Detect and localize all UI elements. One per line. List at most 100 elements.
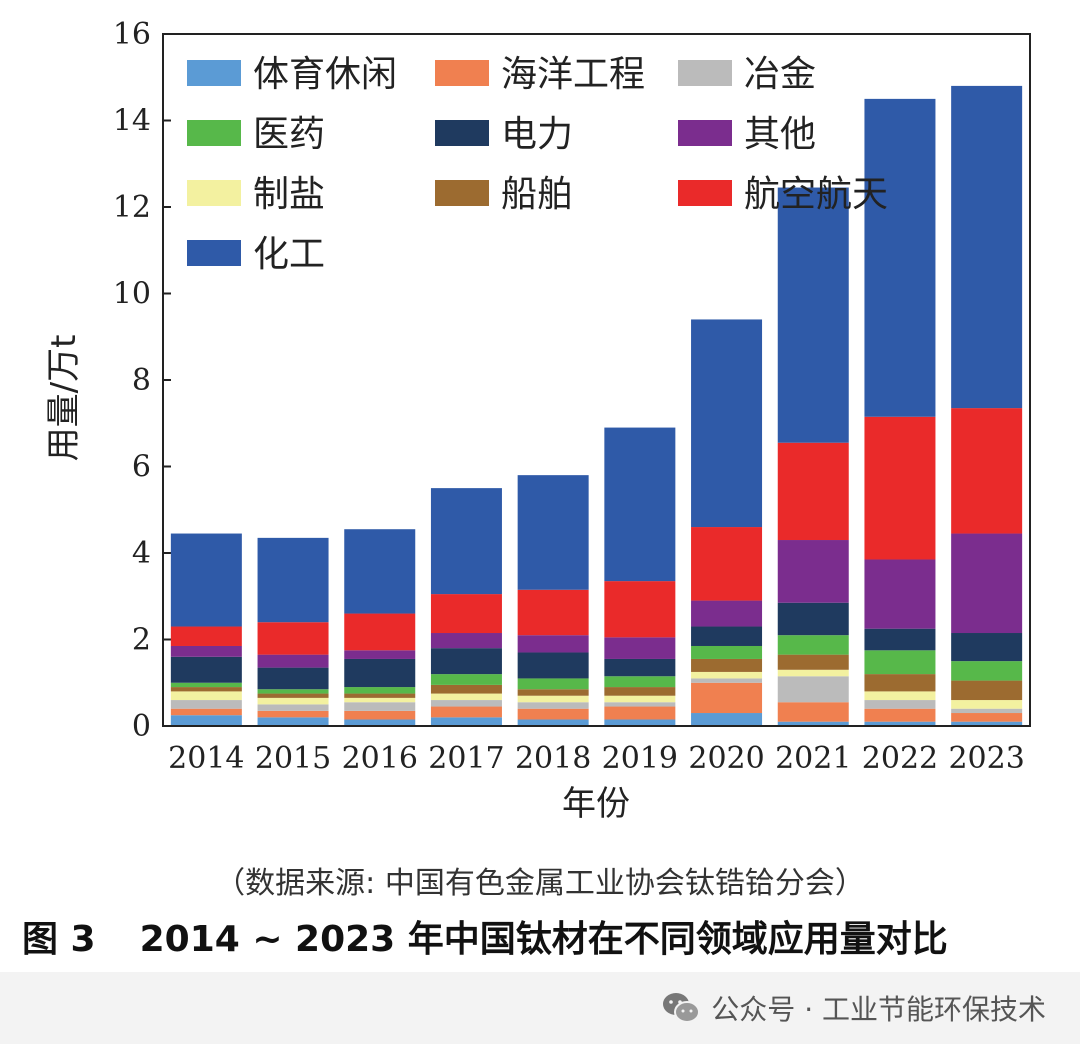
bar-segment (170, 656, 242, 683)
bar-segment (777, 721, 849, 726)
bar-segment (430, 717, 502, 726)
bar-segment (951, 85, 1023, 409)
y-tick-label: 2 (132, 623, 151, 658)
bar-segment (777, 602, 849, 636)
bar-segment (864, 559, 936, 629)
bar-segment (691, 527, 763, 601)
legend-swatch (435, 180, 489, 206)
bar-segment (517, 475, 589, 590)
legend-label: 航空航天 (744, 174, 888, 215)
y-tick-labels: 0 2 4 6 8 10 12 14 16 (113, 17, 151, 744)
figure-number: 图 3 (22, 919, 96, 960)
bar-segment (170, 708, 242, 716)
bar-segment (864, 98, 936, 417)
bar-segment (951, 408, 1023, 534)
figure-caption: 图 3 2014 ~ 2023 年中国钛材在不同领域应用量对比 (22, 910, 1072, 962)
bar-segment (170, 691, 242, 701)
watermark: 公众号 · 工业节能环保技术 (661, 984, 1046, 1032)
legend-swatch (187, 240, 241, 266)
y-tick-label: 14 (113, 104, 151, 139)
bar-segment (170, 682, 242, 688)
bar-segment (170, 626, 242, 646)
bar-segment (430, 648, 502, 675)
bar-segment (604, 637, 676, 659)
x-tick-label: 2018 (515, 741, 591, 776)
bar-segment (257, 622, 329, 655)
bar-segment (604, 706, 676, 720)
bar-segment (517, 689, 589, 696)
y-tick-label: 12 (113, 190, 151, 225)
bar-segment (691, 678, 763, 683)
legend-item: 船舶 (435, 174, 573, 215)
bar-segment (691, 658, 763, 672)
bar-segment (430, 700, 502, 707)
legend-swatch (187, 180, 241, 206)
bar-segment (257, 704, 329, 711)
bar-segment (257, 717, 329, 726)
legend-swatch (678, 180, 732, 206)
legend-swatch (678, 60, 732, 86)
bar-segment (344, 658, 416, 688)
bar-segment (951, 680, 1023, 701)
bar-segment (604, 427, 676, 582)
bar-segment (517, 708, 589, 720)
bar-segment (691, 319, 763, 528)
legend-item: 医药 (187, 114, 325, 155)
figure-caption-text: 2014 ~ 2023 年中国钛材在不同领域应用量对比 (139, 919, 948, 960)
legend-label: 冶金 (744, 54, 816, 95)
bar-segment (864, 650, 936, 675)
y-tick-label: 10 (113, 277, 151, 312)
legend-label: 其他 (744, 114, 816, 155)
bar-segment (517, 635, 589, 653)
y-tick-label: 6 (132, 450, 151, 485)
legend-label: 制盐 (253, 174, 325, 215)
y-axis-ticks (163, 33, 171, 727)
legend-item: 化工 (187, 234, 325, 275)
bar-segment (777, 187, 849, 443)
bar-segment (344, 693, 416, 698)
bar-segment (257, 654, 329, 668)
legend-label: 海洋工程 (501, 54, 645, 95)
bar-segment (430, 594, 502, 634)
x-tick-label: 2023 (948, 741, 1024, 776)
bar-segment (777, 635, 849, 655)
legend-label: 医药 (253, 114, 325, 155)
bar-segment (344, 529, 416, 614)
legend-item: 电力 (435, 114, 573, 155)
legend-item: 制盐 (187, 174, 325, 215)
bar-segment (777, 702, 849, 722)
bar-segment (951, 633, 1023, 662)
bar-segment (691, 682, 763, 714)
bar-segment (517, 652, 589, 679)
bar-segment (517, 589, 589, 636)
legend-label: 化工 (253, 234, 325, 275)
bar-segment (777, 540, 849, 603)
legend-item: 体育休闲 (187, 54, 397, 95)
x-tick-label: 2015 (255, 741, 331, 776)
legend-label: 电力 (501, 114, 573, 155)
y-tick-label: 0 (132, 709, 151, 744)
y-tick-label: 16 (113, 17, 151, 52)
x-axis-title: 年份 (562, 784, 630, 824)
bar-segment (691, 713, 763, 726)
legend-swatch (187, 60, 241, 86)
bar-segment (344, 687, 416, 694)
legend-item: 冶金 (678, 54, 816, 95)
bar-segment (604, 676, 676, 688)
bar-segment (170, 645, 242, 657)
x-tick-labels: 2014 2015 2016 2017 2018 2019 2020 2021 2022 2023 (168, 741, 1025, 776)
bar-segment (344, 702, 416, 711)
data-source-note: （数据来源: 中国有色金属工业协会钛锆铪分会） (215, 866, 865, 901)
bar-segment (604, 702, 676, 707)
y-tick-label: 4 (132, 536, 151, 571)
watermark-text: 公众号 · 工业节能环保技术 (711, 993, 1046, 1026)
bar-segment (691, 600, 763, 627)
legend-swatch (678, 120, 732, 146)
wechat-icon (663, 993, 701, 1023)
x-tick-label: 2022 (862, 741, 938, 776)
bar-segment (430, 706, 502, 718)
bar-segment (777, 669, 849, 677)
bar-segment (430, 488, 502, 595)
bar-segment (170, 533, 242, 627)
legend-item: 航空航天 (678, 174, 888, 215)
